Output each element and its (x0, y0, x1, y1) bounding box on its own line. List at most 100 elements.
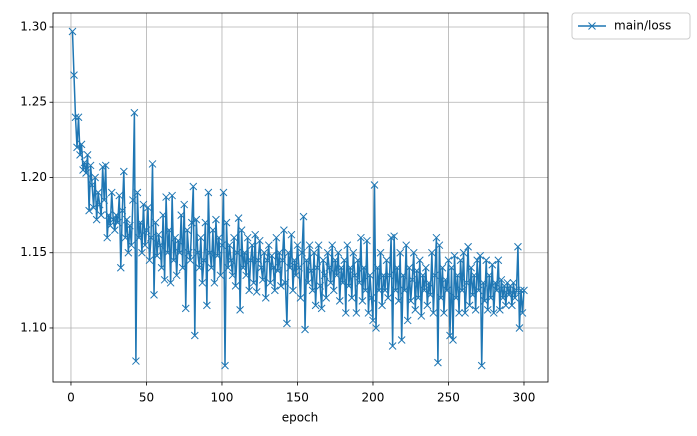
data-point (82, 169, 90, 177)
data-point (517, 286, 525, 295)
data-point (446, 331, 454, 340)
data-point (482, 256, 491, 265)
data-point (409, 248, 418, 257)
data-point (376, 248, 385, 257)
data-point (201, 218, 210, 227)
data-point (221, 361, 229, 370)
data-point (322, 294, 331, 302)
data-point (246, 256, 255, 265)
data-point (174, 236, 183, 245)
data-point (154, 230, 163, 239)
data-point (344, 281, 353, 290)
data-point (391, 286, 400, 295)
data-point (462, 278, 471, 287)
data-point (502, 301, 510, 310)
data-point (240, 248, 249, 257)
data-point (177, 211, 186, 219)
data-point (193, 248, 202, 257)
data-point (115, 191, 124, 200)
data-point (175, 248, 184, 257)
data-point (166, 278, 175, 287)
data-point (277, 281, 285, 290)
data-point (489, 309, 498, 317)
x-tick-label: 100 (211, 391, 234, 405)
data-point (284, 248, 293, 257)
data-point (190, 331, 199, 340)
data-point (293, 241, 302, 250)
data-point (129, 196, 137, 204)
data-point (515, 324, 524, 332)
data-point (147, 233, 155, 242)
data-point (70, 71, 78, 80)
data-point (83, 151, 92, 159)
data-point (290, 256, 299, 265)
data-point (497, 275, 506, 284)
data-point (429, 309, 438, 317)
data-point (382, 256, 391, 265)
data-point (319, 256, 328, 265)
data-point (405, 263, 414, 272)
data-point (239, 263, 247, 272)
data-point (273, 266, 282, 275)
x-tick-label: 250 (437, 391, 460, 405)
data-point (384, 294, 392, 302)
data-point (145, 256, 154, 265)
data-point (225, 241, 234, 250)
data-point (159, 211, 167, 219)
data-point (74, 113, 83, 122)
y-tick-label: 1.25 (20, 95, 47, 109)
data-point (85, 206, 93, 215)
data-point (476, 251, 485, 260)
data-point (417, 312, 426, 320)
data-point (135, 233, 143, 242)
data-point (372, 324, 380, 332)
data-point (337, 263, 346, 272)
data-point (213, 251, 222, 260)
data-point (163, 248, 172, 257)
data-point (280, 226, 288, 235)
data-point (320, 271, 329, 280)
data-point (310, 248, 318, 257)
data-point (283, 319, 291, 328)
data-point (437, 294, 445, 302)
data-point (308, 286, 317, 295)
data-point (243, 233, 252, 242)
data-point (509, 278, 518, 287)
legend-marker (588, 22, 596, 30)
x-tick-label: 200 (362, 391, 385, 405)
data-point (113, 218, 122, 227)
data-point (101, 161, 110, 170)
legend-box (571, 12, 691, 40)
data-point (150, 291, 158, 299)
data-point (313, 263, 321, 272)
data-point (394, 297, 403, 305)
data-point (258, 275, 267, 284)
data-point (367, 294, 376, 302)
data-point (346, 263, 355, 272)
data-point (89, 203, 98, 212)
data-point (403, 316, 412, 325)
data-point (455, 309, 463, 317)
data-point (200, 256, 208, 265)
data-point (195, 263, 204, 272)
data-point (494, 256, 503, 265)
data-point (492, 286, 501, 295)
data-point (252, 288, 261, 296)
data-point (390, 232, 398, 241)
data-point (317, 304, 326, 313)
data-point (122, 215, 131, 224)
data-point (411, 306, 420, 314)
data-point (132, 357, 140, 365)
data-point (270, 286, 279, 295)
data-point (148, 160, 157, 168)
data-point (249, 278, 258, 287)
data-point (245, 286, 254, 295)
data-point (452, 294, 460, 302)
data-point (467, 263, 475, 272)
data-point (314, 241, 323, 250)
data-point (351, 271, 359, 280)
data-point (160, 275, 169, 284)
data-point (295, 263, 303, 272)
data-point (180, 200, 189, 209)
data-point (332, 271, 341, 280)
